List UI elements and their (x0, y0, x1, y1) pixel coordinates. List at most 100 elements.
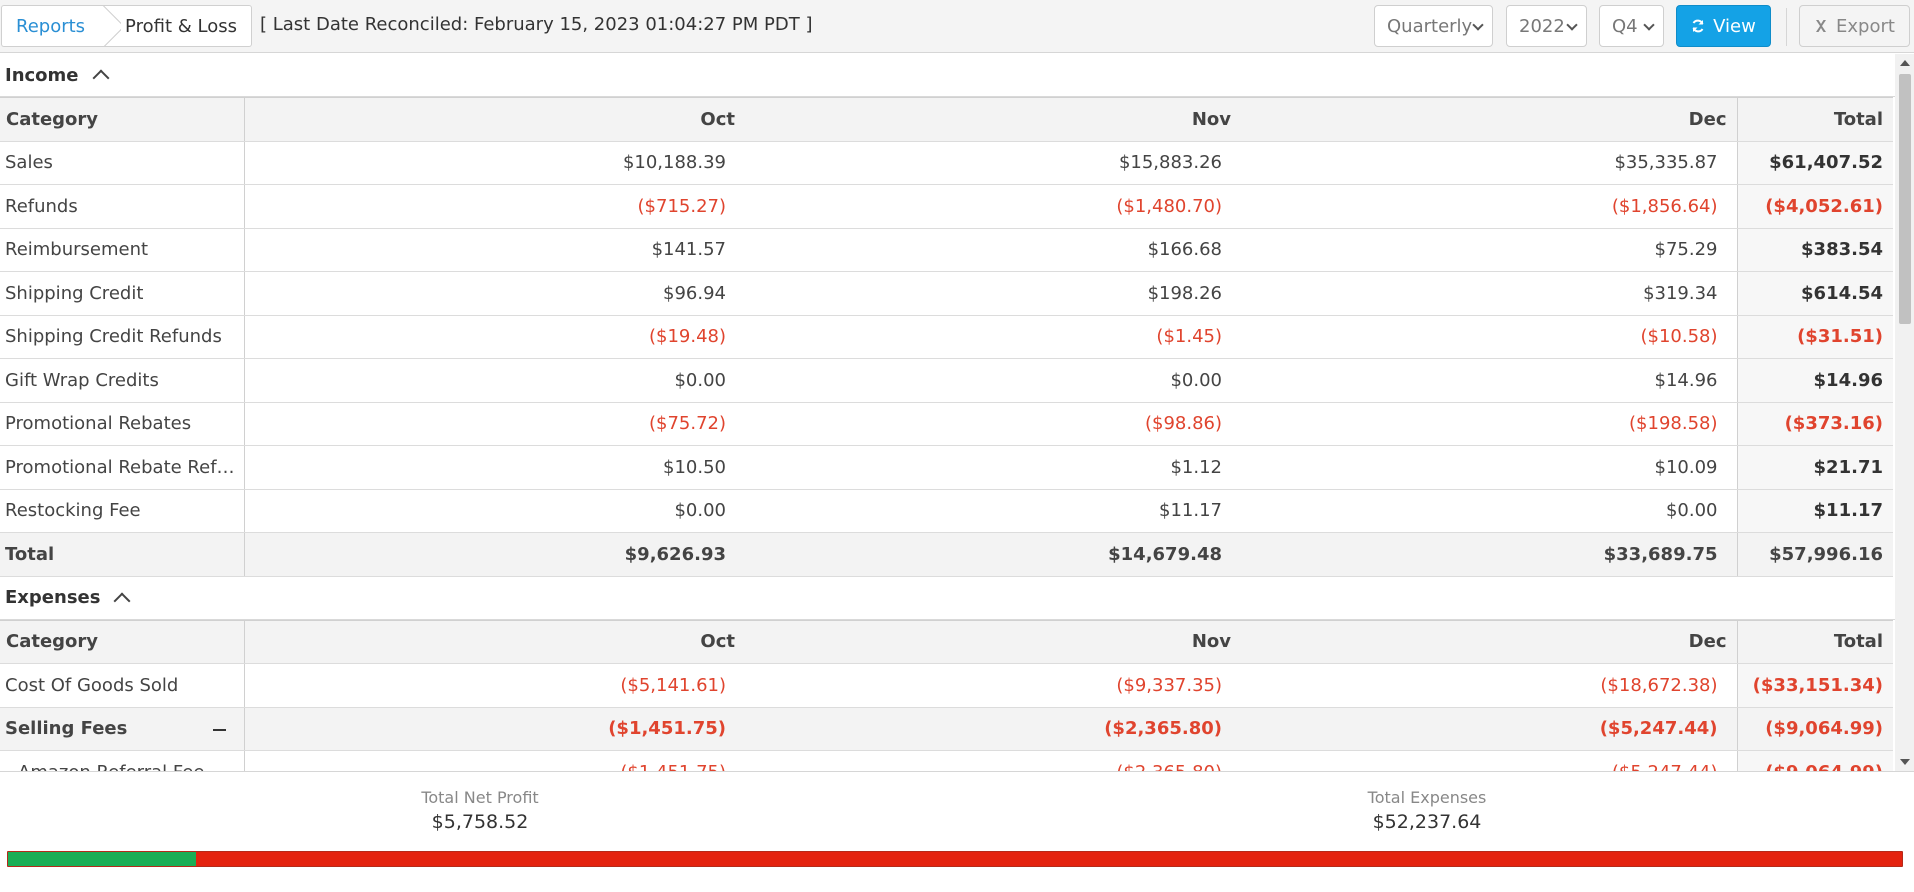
column-header-oct[interactable]: Oct (244, 619, 745, 664)
income-table: Category Oct Nov Dec Total Sales $10,188.… (0, 97, 1893, 577)
chevron-down-icon (1566, 19, 1578, 31)
table-header-row: Category Oct Nov Dec Total (0, 97, 1893, 142)
breadcrumb-reports-link[interactable]: Reports (1, 5, 100, 47)
total-cell: $614.54 (1736, 271, 1893, 316)
nov-total-cell: $14,679.48 (745, 532, 1241, 577)
income-section-header[interactable]: Income (0, 54, 1914, 97)
dec-cell: ($5,247.44) (1241, 707, 1737, 751)
table-row[interactable]: Promotional Rebate Refunds $10.50 $1.12 $10… (0, 445, 1893, 490)
nov-cell: ($1,480.70) (745, 184, 1241, 229)
breadcrumb: Reports Profit & Loss (1, 5, 252, 47)
last-reconciled-text: [ Last Date Reconciled: February 15, 202… (260, 14, 813, 35)
group-label: Selling Fees (5, 718, 128, 740)
net-profit-label: Total Net Profit (421, 788, 539, 807)
column-header-nov[interactable]: Nov (745, 97, 1241, 142)
oct-cell: ($715.27) (244, 184, 745, 229)
scroll-up-arrow-icon[interactable] (1900, 60, 1910, 66)
oct-cell: $0.00 (244, 489, 745, 533)
oct-cell: $141.57 (244, 228, 745, 272)
profit-expense-bar (7, 851, 1903, 867)
total-label: Total (0, 532, 245, 577)
total-cell: ($33,151.34) (1736, 663, 1893, 708)
nov-cell: $198.26 (745, 271, 1241, 316)
nov-cell: ($2,365.80) (745, 707, 1241, 751)
export-button-label: Export (1836, 15, 1895, 37)
table-row[interactable]: Sales $10,188.39 $15,883.26 $35,335.87 $61,4… (0, 141, 1893, 185)
export-button[interactable]: Export (1799, 5, 1910, 47)
category-cell: Restocking Fee (0, 489, 245, 533)
refresh-icon (1692, 19, 1704, 33)
dec-cell: $10.09 (1241, 445, 1737, 490)
nov-cell: $11.17 (745, 489, 1241, 533)
collapse-icon[interactable] (212, 728, 226, 731)
oct-cell: ($75.72) (244, 402, 745, 446)
nov-cell: ($1.45) (745, 315, 1241, 359)
oct-cell: $0.00 (244, 358, 745, 403)
view-button[interactable]: View (1676, 5, 1771, 47)
table-row[interactable]: Shipping Credit Refunds ($19.48) ($1.45) ($… (0, 315, 1893, 359)
dec-cell: ($18,672.38) (1241, 663, 1737, 708)
dec-cell: $75.29 (1241, 228, 1737, 272)
total-expenses-label: Total Expenses (1367, 788, 1487, 807)
table-row[interactable]: Promotional Rebates ($75.72) ($98.86) ($198… (0, 402, 1893, 446)
chevron-down-icon (1643, 19, 1655, 31)
oct-cell: ($5,141.61) (244, 663, 745, 708)
table-row[interactable]: Cost Of Goods Sold ($5,141.61) ($9,337.35)… (0, 663, 1893, 708)
table-row[interactable]: Reimbursement $141.57 $166.68 $75.29 $383.54 (0, 228, 1893, 272)
total-cell: $61,407.52 (1736, 141, 1893, 185)
oct-cell: $10,188.39 (244, 141, 745, 185)
chevron-up-icon[interactable] (92, 69, 110, 87)
scroll-down-arrow-icon[interactable] (1900, 759, 1910, 765)
expenses-section-title: Expenses (5, 587, 101, 608)
scrollbar-thumb[interactable] (1899, 74, 1911, 324)
table-row[interactable]: Shipping Credit $96.94 $198.26 $319.34 $614.… (0, 271, 1893, 316)
vertical-scrollbar[interactable] (1895, 54, 1914, 771)
toolbar-divider (1786, 8, 1787, 46)
column-header-total[interactable]: Total (1736, 97, 1893, 142)
column-header-dec[interactable]: Dec (1241, 619, 1737, 664)
toolbar: Reports Profit & Loss [ Last Date Reconc… (0, 0, 1914, 53)
selling-fees-group-row[interactable]: Selling Fees ($1,451.75) ($2,365.80) ($5,24… (0, 707, 1893, 751)
report-scroll-area[interactable]: Income Category Oct Nov Dec Total Sales $… (0, 54, 1914, 771)
column-header-oct[interactable]: Oct (244, 97, 745, 142)
income-section-title: Income (5, 64, 79, 86)
column-header-total[interactable]: Total (1736, 619, 1893, 664)
dec-total-cell: $33,689.75 (1241, 532, 1737, 577)
dec-cell: ($1,856.64) (1241, 184, 1737, 229)
category-cell: Refunds (0, 184, 245, 229)
table-row[interactable]: Restocking Fee $0.00 $11.17 $0.00 $11.17 (0, 489, 1893, 533)
column-header-nov[interactable]: Nov (745, 619, 1241, 664)
column-header-dec[interactable]: Dec (1241, 97, 1737, 142)
oct-cell: $96.94 (244, 271, 745, 316)
year-select[interactable]: 2022 (1506, 5, 1587, 47)
total-cell: ($31.51) (1736, 315, 1893, 359)
nov-cell: ($98.86) (745, 402, 1241, 446)
table-row[interactable]: Gift Wrap Credits $0.00 $0.00 $14.96 $14.96 (0, 358, 1893, 403)
chevron-up-icon[interactable] (113, 592, 131, 609)
table-row[interactable]: Refunds ($715.27) ($1,480.70) ($1,856.64) ($… (0, 184, 1893, 229)
total-cell: ($9,064.99) (1736, 707, 1893, 751)
table-row[interactable]: Amazon Referral Fee($1,451.75)($2,365.80… (0, 750, 1893, 771)
column-header-category[interactable]: Category (0, 619, 245, 664)
total-expenses-stat: Total Expenses $52,237.64 (1277, 788, 1577, 833)
period-select[interactable]: Quarterly (1374, 5, 1493, 47)
dec-cell: ($198.58) (1241, 402, 1737, 446)
nov-cell: $1.12 (745, 445, 1241, 490)
table-header-row: Category Oct Nov Dec Total (0, 619, 1893, 664)
income-total-row: Total $9,626.93 $14,679.48 $33,689.75 $57,99… (0, 532, 1893, 577)
excel-icon (1816, 20, 1827, 32)
quarter-select[interactable]: Q4 (1599, 5, 1664, 47)
dec-cell: ($10.58) (1241, 315, 1737, 359)
year-select-value: 2022 (1519, 15, 1565, 37)
category-cell: Amazon Referral Fee (0, 750, 245, 771)
quarter-select-value: Q4 (1612, 15, 1638, 37)
expenses-section-header[interactable]: Expenses (0, 576, 1914, 620)
column-header-category[interactable]: Category (0, 97, 245, 142)
chevron-down-icon (1472, 19, 1484, 31)
category-cell: Reimbursement (0, 228, 245, 272)
dec-cell: ($5,247.44) (1241, 750, 1737, 771)
total-cell: ($373.16) (1736, 402, 1893, 446)
dec-cell: $35,335.87 (1241, 141, 1737, 185)
breadcrumb-current: Profit & Loss (121, 5, 252, 47)
nov-cell: ($9,337.35) (745, 663, 1241, 708)
